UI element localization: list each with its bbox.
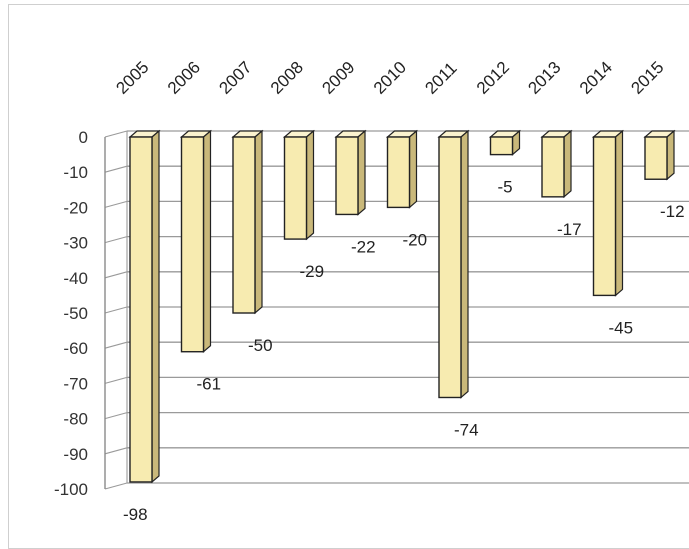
- y-tick-labels: 0 -10 -20 -30 -40 -50 -60 -70 -80 -90 -100: [54, 128, 88, 499]
- gridline-slant: [104, 376, 128, 384]
- y-tick-label: -10: [63, 163, 88, 182]
- category-label: 2013: [524, 58, 564, 98]
- bar-side-face: [666, 129, 675, 181]
- gridline-slant: [104, 236, 128, 244]
- bar-front-face: [180, 136, 205, 353]
- bar-front-face: [232, 136, 256, 314]
- y-tick-label: -80: [63, 410, 88, 429]
- data-label: -74: [454, 420, 479, 439]
- category-label: 2011: [421, 59, 460, 98]
- bar-side-face: [460, 129, 469, 399]
- bar-front-face: [541, 136, 565, 198]
- bar-front-face: [438, 136, 462, 399]
- gridline-slant: [104, 341, 128, 349]
- bar-side-face: [202, 129, 212, 354]
- bar-front-face: [129, 136, 153, 483]
- data-label: -29: [300, 262, 325, 281]
- chart-frame: [8, 4, 689, 549]
- data-label: -22: [351, 237, 376, 256]
- data-label: -98: [123, 505, 148, 524]
- bar: [540, 129, 573, 199]
- bar: [334, 129, 367, 216]
- bar-side-face: [254, 129, 263, 315]
- bar-front-face: [386, 136, 411, 209]
- y-tick-label: -90: [63, 445, 88, 464]
- data-label: -20: [403, 230, 428, 249]
- bar: [437, 129, 470, 399]
- data-label: -17: [557, 220, 582, 239]
- bars: [128, 129, 676, 484]
- category-labels: 2005 2006 2007 2008 2009 2010 2011 2012 2013 2014…: [112, 58, 667, 98]
- y-tick-label: -100: [54, 480, 88, 499]
- category-label: 2005: [112, 58, 152, 98]
- y-tick-label: -70: [63, 374, 88, 393]
- y-tick-label: -50: [63, 304, 88, 323]
- bar-side-face: [151, 129, 160, 484]
- category-label: 2007: [215, 58, 255, 98]
- bar: [385, 129, 419, 209]
- bar-side-face: [563, 129, 572, 199]
- bar: [128, 129, 161, 484]
- data-label: -50: [248, 336, 273, 355]
- bar-front-face: [335, 136, 359, 216]
- gridline-slant: [104, 412, 128, 420]
- category-label: 2015: [627, 58, 667, 98]
- gridline-slant: [104, 271, 128, 279]
- bar: [488, 129, 522, 156]
- bar-front-face: [283, 136, 308, 240]
- bar: [179, 129, 213, 354]
- category-label: 2010: [370, 58, 410, 98]
- bar-front-face: [644, 136, 668, 180]
- gridline-slant: [104, 165, 128, 173]
- gridline-slant: [104, 306, 128, 314]
- category-label: 2006: [164, 58, 204, 98]
- bar: [591, 129, 625, 297]
- y-tick-label: 0: [79, 128, 88, 147]
- gridline-slant: [104, 130, 128, 138]
- data-label: -12: [660, 202, 685, 221]
- bar-side-face: [305, 129, 315, 241]
- y-tick-label: -20: [63, 198, 88, 217]
- category-label: 2009: [318, 58, 358, 98]
- y-axis: [104, 131, 128, 489]
- data-label: -45: [609, 318, 634, 337]
- bar-front-face: [489, 136, 514, 156]
- bar-side-face: [408, 129, 418, 209]
- data-label: -61: [197, 375, 222, 394]
- y-tick-label: -60: [63, 339, 88, 358]
- bar-side-face: [357, 129, 366, 216]
- category-label: 2014: [576, 58, 616, 98]
- bar-side-face: [614, 129, 624, 297]
- bar: [643, 129, 676, 181]
- bar-front-face: [592, 136, 617, 297]
- bar: [282, 129, 316, 241]
- y-tick-label: -30: [63, 234, 88, 253]
- y-tick-label: -40: [63, 269, 88, 288]
- category-label: 2012: [473, 58, 513, 98]
- gridline-slant: [104, 200, 128, 208]
- gridline-slant: [104, 482, 128, 490]
- bar: [231, 129, 264, 315]
- gridline-slant: [104, 447, 128, 455]
- data-label: -5: [498, 178, 513, 197]
- category-label: 2008: [267, 58, 307, 98]
- data-labels: -98 -61 -50 -29 -22 -20 -74 -5 -17 -45 -12: [123, 178, 685, 524]
